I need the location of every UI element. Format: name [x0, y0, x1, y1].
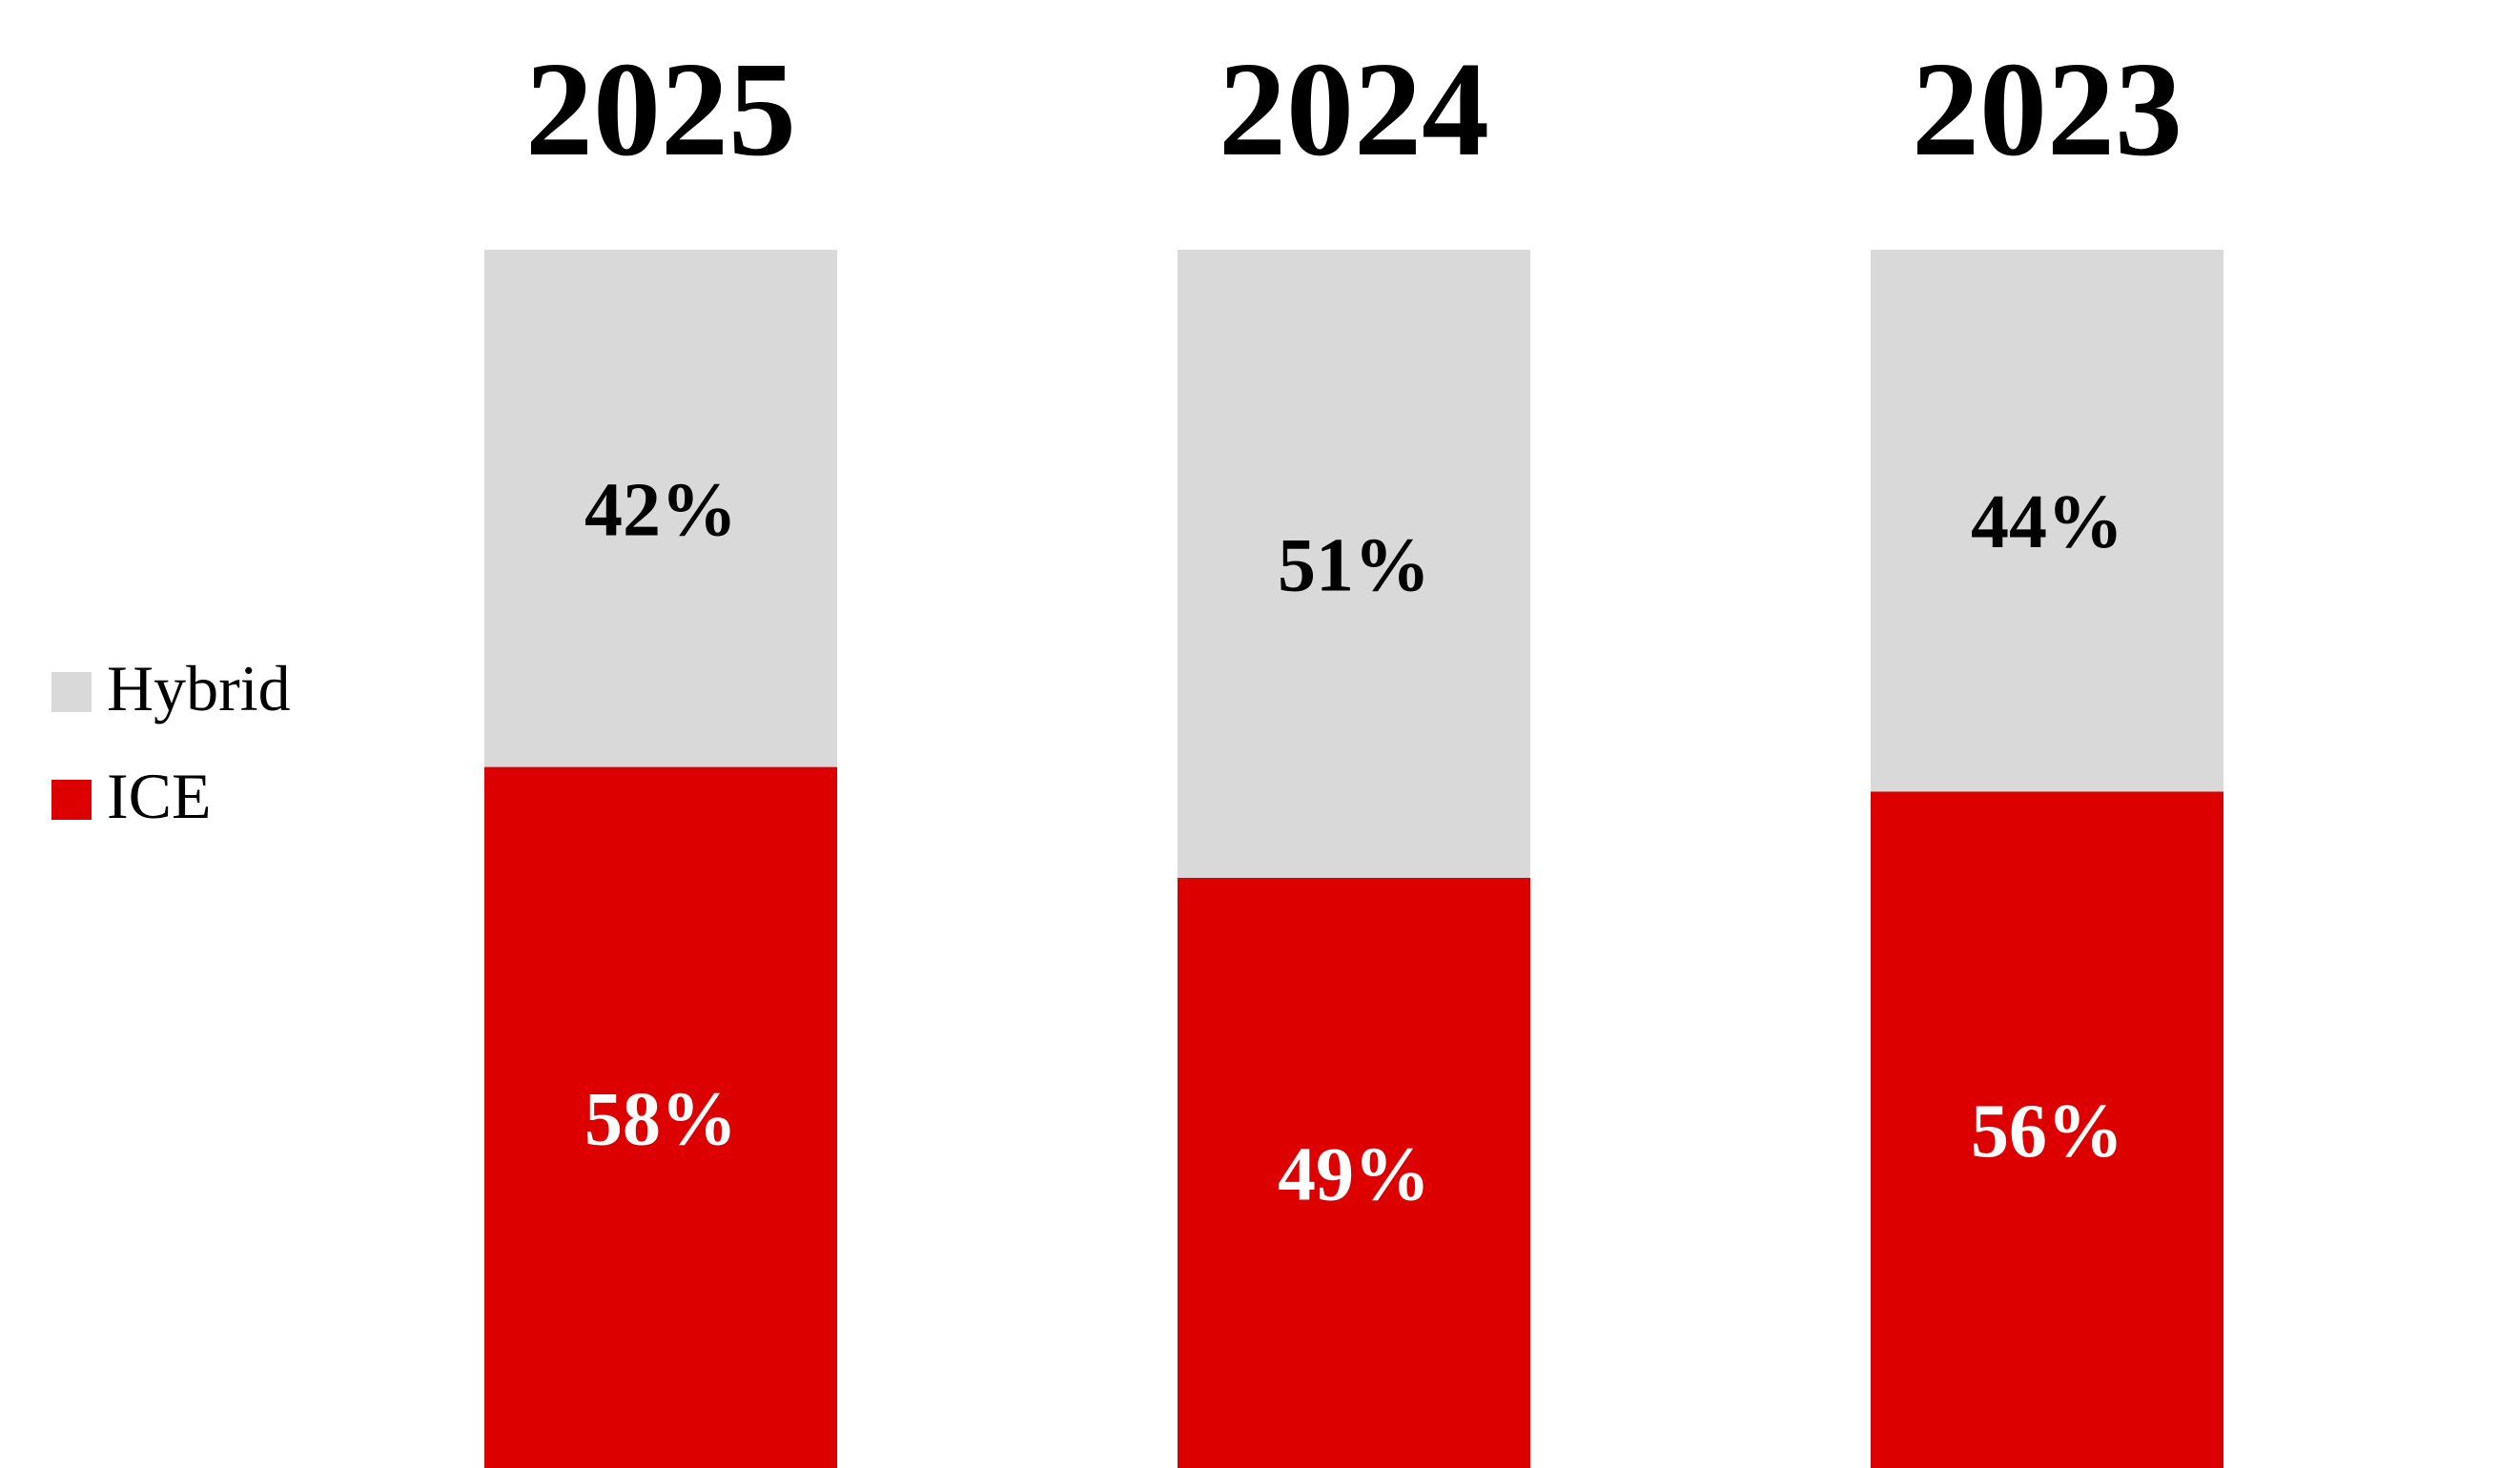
bar-segment-hybrid — [1871, 250, 2223, 792]
data-label-ice: 58% — [584, 1077, 737, 1161]
bar-group-2024: 2024 51% 49% — [1178, 33, 1530, 1468]
year-label: 2025 — [525, 33, 796, 184]
data-label-hybrid: 51% — [1278, 523, 1430, 607]
legend-item-hybrid: Hybrid — [51, 652, 291, 724]
bar-segment-ice — [484, 766, 837, 1468]
legend-swatch — [51, 780, 92, 820]
bar-segment-hybrid — [1178, 250, 1530, 878]
data-label-hybrid: 44% — [1971, 480, 2123, 564]
year-label: 2024 — [1219, 33, 1489, 184]
year-label: 2023 — [1912, 33, 2182, 184]
legend-swatch — [51, 672, 92, 712]
legend-label: Hybrid — [107, 652, 291, 724]
bar-segment-hybrid — [484, 250, 837, 767]
legend-item-ice: ICE — [51, 760, 212, 832]
legend-label: ICE — [107, 760, 212, 832]
bar-columns: 2025 42% 58% 2024 51% 49% 2023 44% 56% — [484, 33, 2223, 1468]
bar-group-2023: 2023 44% 56% — [1871, 33, 2223, 1468]
bar-segment-ice — [1871, 791, 2223, 1468]
chart-legend: Hybrid ICE — [51, 652, 291, 832]
data-label-ice: 56% — [1971, 1090, 2123, 1173]
data-label-ice: 49% — [1278, 1132, 1430, 1216]
bar-group-2025: 2025 42% 58% — [484, 33, 837, 1468]
bar-segment-ice — [1178, 877, 1530, 1468]
data-label-hybrid: 42% — [584, 468, 737, 552]
